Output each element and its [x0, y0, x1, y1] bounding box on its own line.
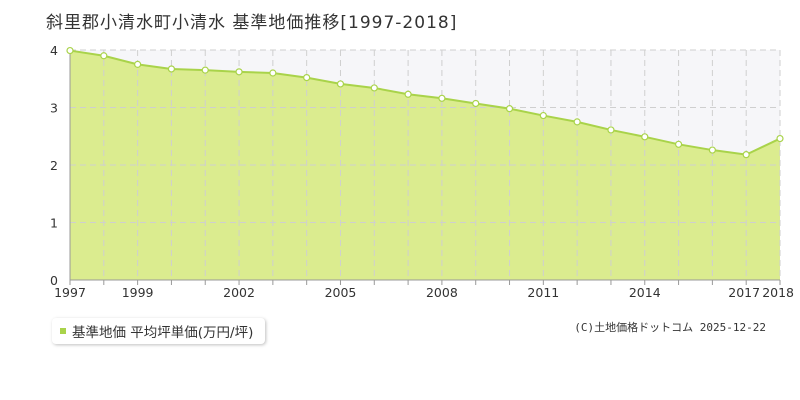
- area-chart: 0 1 2 3 4 1997 1999 2002 2005 2008 2011 2014 2017 20…: [50, 43, 794, 300]
- legend-label: 基準地価 平均坪単価(万円/坪): [72, 325, 254, 341]
- data-point[interactable]: [303, 73, 311, 82]
- data-point[interactable]: [269, 69, 277, 77]
- series-line: [69, 49, 781, 156]
- y-tick-label: 0: [50, 273, 58, 288]
- data-point[interactable]: [100, 52, 108, 60]
- y-tick-label: 2: [50, 158, 58, 173]
- x-tick-label: 2017: [728, 285, 760, 300]
- data-point[interactable]: [438, 94, 446, 102]
- data-point[interactable]: [235, 68, 243, 76]
- data-point[interactable]: [404, 90, 412, 98]
- legend: 基準地価 平均坪単価(万円/坪): [52, 318, 266, 344]
- data-point[interactable]: [674, 140, 683, 148]
- data-point[interactable]: [336, 80, 345, 88]
- data-point[interactable]: [776, 134, 784, 143]
- data-point[interactable]: [505, 105, 514, 113]
- data-point[interactable]: [641, 133, 649, 141]
- data-point[interactable]: [134, 60, 142, 68]
- y-tick-label: 4: [50, 43, 58, 58]
- x-tick-label: 2014: [629, 285, 661, 300]
- copyright-text: (C)土地価格ドットコム 2025-12-22: [574, 321, 766, 334]
- x-tick-label: 2002: [223, 285, 255, 300]
- x-tick-label: 1999: [122, 285, 154, 300]
- legend-swatch: [60, 328, 66, 334]
- data-point[interactable]: [708, 146, 716, 154]
- y-tick-label: 3: [50, 101, 58, 116]
- x-tick-label: 2005: [325, 285, 357, 300]
- data-point[interactable]: [573, 118, 581, 126]
- data-point[interactable]: [472, 99, 480, 108]
- data-point[interactable]: [167, 65, 176, 73]
- data-point[interactable]: [201, 66, 209, 74]
- x-tick-label: 1997: [54, 285, 86, 300]
- data-point[interactable]: [66, 46, 74, 55]
- x-tick-label: 2018: [762, 285, 794, 300]
- x-tick-label: 2008: [426, 285, 458, 300]
- data-point[interactable]: [742, 151, 750, 159]
- chart-title: 斜里郡小清水町小清水 基準地価推移[1997-2018]: [46, 13, 458, 33]
- y-tick-label: 1: [50, 216, 58, 231]
- x-tick-label: 2011: [527, 285, 559, 300]
- data-point[interactable]: [607, 126, 615, 134]
- data-point[interactable]: [370, 84, 378, 92]
- data-point[interactable]: [539, 111, 547, 120]
